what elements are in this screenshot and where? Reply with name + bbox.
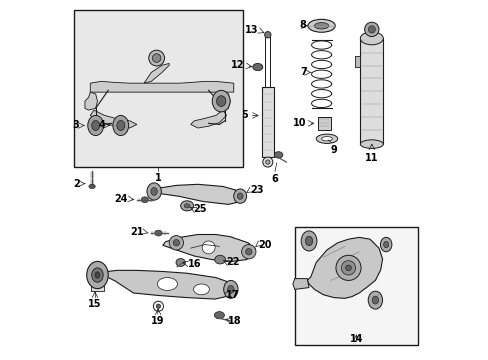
Ellipse shape xyxy=(360,140,383,148)
Polygon shape xyxy=(144,63,169,83)
Text: 23: 23 xyxy=(249,185,263,195)
Text: 9: 9 xyxy=(329,145,336,155)
Ellipse shape xyxy=(156,304,160,309)
Ellipse shape xyxy=(262,157,272,167)
Ellipse shape xyxy=(364,22,378,37)
Ellipse shape xyxy=(252,63,262,71)
Text: 3: 3 xyxy=(73,121,80,130)
Text: 24: 24 xyxy=(114,194,127,204)
Polygon shape xyxy=(90,81,233,92)
Ellipse shape xyxy=(173,239,179,246)
Ellipse shape xyxy=(148,50,164,66)
Ellipse shape xyxy=(367,26,375,33)
Ellipse shape xyxy=(245,248,251,255)
Ellipse shape xyxy=(92,121,100,131)
Text: 17: 17 xyxy=(225,290,239,300)
Ellipse shape xyxy=(117,121,124,131)
Text: 8: 8 xyxy=(299,20,305,30)
Ellipse shape xyxy=(233,189,246,203)
Ellipse shape xyxy=(202,241,215,254)
Text: 12: 12 xyxy=(230,60,244,70)
Ellipse shape xyxy=(193,284,209,295)
Ellipse shape xyxy=(184,204,190,208)
Text: 20: 20 xyxy=(258,239,271,249)
Text: 25: 25 xyxy=(193,204,206,215)
Text: 14: 14 xyxy=(349,334,363,344)
Ellipse shape xyxy=(141,197,148,203)
Ellipse shape xyxy=(147,183,161,200)
Ellipse shape xyxy=(380,237,391,252)
Ellipse shape xyxy=(180,201,193,211)
Bar xyxy=(294,226,418,345)
Ellipse shape xyxy=(227,285,234,293)
Polygon shape xyxy=(105,270,235,299)
Bar xyxy=(74,10,242,167)
Text: 7: 7 xyxy=(300,67,306,77)
Text: 1: 1 xyxy=(155,173,162,183)
Ellipse shape xyxy=(157,278,177,291)
Ellipse shape xyxy=(95,272,100,278)
Ellipse shape xyxy=(92,268,103,282)
Ellipse shape xyxy=(307,19,335,32)
Ellipse shape xyxy=(305,236,312,246)
Ellipse shape xyxy=(274,152,282,158)
Ellipse shape xyxy=(86,261,108,289)
Text: 6: 6 xyxy=(271,174,278,184)
Ellipse shape xyxy=(265,160,269,164)
Ellipse shape xyxy=(237,193,243,199)
Polygon shape xyxy=(190,110,226,128)
Ellipse shape xyxy=(371,296,378,304)
Polygon shape xyxy=(262,87,273,157)
Text: 10: 10 xyxy=(292,118,305,128)
Ellipse shape xyxy=(360,32,383,45)
Polygon shape xyxy=(219,92,230,110)
Bar xyxy=(91,277,104,291)
Text: 15: 15 xyxy=(88,299,102,309)
Polygon shape xyxy=(360,39,383,144)
Text: 16: 16 xyxy=(187,259,201,269)
Text: 21: 21 xyxy=(130,227,144,237)
Ellipse shape xyxy=(88,116,103,135)
Ellipse shape xyxy=(341,261,355,275)
Ellipse shape xyxy=(367,291,382,309)
Ellipse shape xyxy=(155,230,162,236)
Polygon shape xyxy=(163,234,255,262)
Ellipse shape xyxy=(383,241,388,248)
Text: 11: 11 xyxy=(365,153,378,163)
Ellipse shape xyxy=(223,280,238,298)
Ellipse shape xyxy=(89,184,95,189)
Text: 19: 19 xyxy=(151,316,164,326)
Bar xyxy=(317,117,330,130)
Ellipse shape xyxy=(241,244,255,259)
Polygon shape xyxy=(85,92,97,110)
Ellipse shape xyxy=(335,255,360,280)
Ellipse shape xyxy=(214,312,224,319)
Polygon shape xyxy=(306,237,382,298)
Text: 18: 18 xyxy=(228,316,242,325)
Ellipse shape xyxy=(152,54,161,62)
Text: 2: 2 xyxy=(73,179,80,189)
Ellipse shape xyxy=(216,96,225,107)
Polygon shape xyxy=(147,184,244,204)
Ellipse shape xyxy=(212,90,230,112)
Polygon shape xyxy=(292,279,308,289)
Ellipse shape xyxy=(214,255,225,264)
Ellipse shape xyxy=(345,265,351,271)
Ellipse shape xyxy=(176,258,185,266)
Polygon shape xyxy=(90,110,137,128)
Ellipse shape xyxy=(113,116,128,135)
Text: 4: 4 xyxy=(99,121,105,130)
Polygon shape xyxy=(354,56,360,67)
Text: 13: 13 xyxy=(245,25,258,35)
Ellipse shape xyxy=(321,136,332,141)
Ellipse shape xyxy=(151,188,157,195)
Ellipse shape xyxy=(316,134,337,143)
Ellipse shape xyxy=(264,32,270,38)
Ellipse shape xyxy=(301,231,316,251)
Ellipse shape xyxy=(169,235,183,250)
Text: 5: 5 xyxy=(241,111,247,121)
Ellipse shape xyxy=(314,23,328,29)
Text: 22: 22 xyxy=(226,257,240,267)
